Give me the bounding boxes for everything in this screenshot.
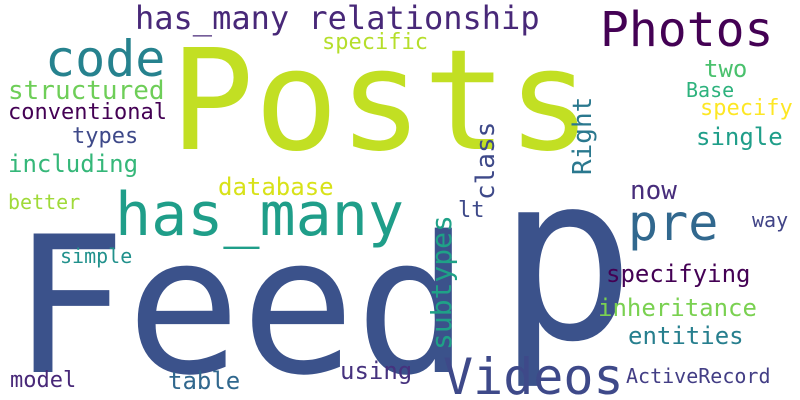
word-photos: Photos	[600, 2, 774, 58]
word-specify: specify	[700, 96, 793, 121]
word-p: p	[497, 126, 636, 393]
word-types: types	[72, 124, 139, 149]
word-single: single	[696, 123, 783, 151]
word-posts: Posts	[170, 20, 592, 183]
word-model: model	[10, 368, 77, 393]
word-right: Right	[568, 96, 598, 175]
word-specific: specific	[322, 30, 428, 55]
word-including: including	[8, 150, 139, 178]
word-base: Base	[686, 78, 735, 102]
word-conventional: conventional	[8, 100, 167, 125]
word-better: better	[8, 190, 81, 214]
word-lt: lt	[458, 198, 485, 223]
word-specifying: specifying	[606, 260, 751, 288]
word-simple: simple	[60, 244, 133, 268]
word-inheritance: inheritance	[598, 294, 757, 322]
word-subtypes: subtypes	[425, 215, 458, 350]
word-has-many: has_many	[115, 180, 404, 250]
word-database: database	[218, 173, 334, 201]
word-way: way	[752, 208, 789, 232]
word-two: two	[704, 55, 748, 83]
word-pre: pre	[628, 194, 719, 252]
word-table: table	[168, 367, 241, 395]
word-class: class	[471, 121, 501, 200]
word-using: using	[340, 357, 413, 385]
word-feed: Feed	[12, 196, 470, 400]
word-has-many-relationship: has_many relationship	[135, 0, 540, 37]
word-now: now	[630, 176, 677, 206]
word-activerecord: ActiveRecord	[626, 364, 771, 388]
word-videos: Videos	[443, 348, 624, 400]
word-structured: structured	[8, 76, 165, 106]
word-code: code	[45, 30, 166, 88]
word-entities: entities	[628, 322, 744, 350]
